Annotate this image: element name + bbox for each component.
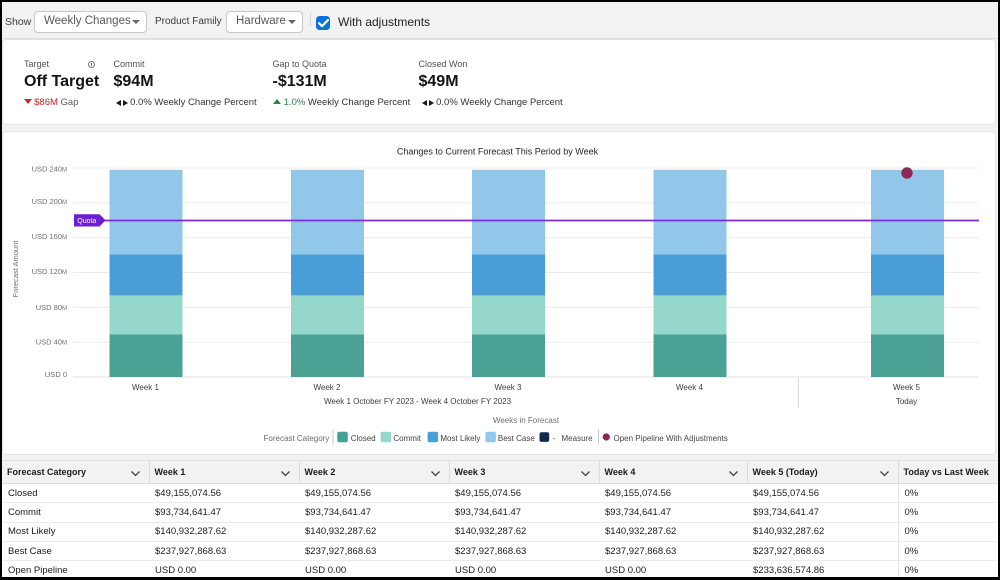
svg-text:USD 0: USD 0 — [45, 370, 67, 379]
svg-text:Week 5: Week 5 — [893, 383, 921, 392]
svg-text:Week 4: Week 4 — [676, 383, 704, 392]
svg-text:Open Pipeline With Adjustments: Open Pipeline With Adjustments — [614, 434, 728, 443]
svg-text:Today: Today — [896, 397, 917, 406]
svg-text:Most Likely: Most Likely — [440, 434, 480, 443]
svg-text:Measure: Measure — [562, 434, 594, 443]
svg-text:Closed: Closed — [351, 434, 376, 443]
svg-text:Commit: Commit — [393, 434, 421, 443]
svg-text:USD 160M: USD 160M — [32, 232, 67, 241]
svg-text:Weeks in Forecast: Weeks in Forecast — [493, 416, 560, 425]
svg-text:Changes to Current Forecast Th: Changes to Current Forecast This Period … — [397, 147, 599, 157]
svg-text:USD 200M: USD 200M — [32, 197, 67, 206]
svg-text:USD 40M: USD 40M — [36, 337, 67, 346]
svg-text:Forecast Amount: Forecast Amount — [11, 240, 20, 298]
svg-text:-: - — [553, 434, 556, 443]
svg-text:USD 80M: USD 80M — [36, 303, 67, 312]
svg-text:Quota: Quota — [77, 218, 96, 225]
svg-text:USD 120M: USD 120M — [32, 267, 67, 276]
svg-text:Best Case: Best Case — [498, 434, 535, 443]
svg-text:Forecast Category: Forecast Category — [264, 434, 330, 443]
svg-text:Week 1: Week 1 — [132, 383, 160, 392]
svg-text:Week 1 October FY 2023 - Week: Week 1 October FY 2023 - Week 4 October … — [324, 397, 512, 406]
svg-text:Week 2: Week 2 — [314, 383, 342, 392]
svg-text:Week 3: Week 3 — [495, 383, 523, 392]
svg-text:USD 240M: USD 240M — [32, 164, 67, 173]
